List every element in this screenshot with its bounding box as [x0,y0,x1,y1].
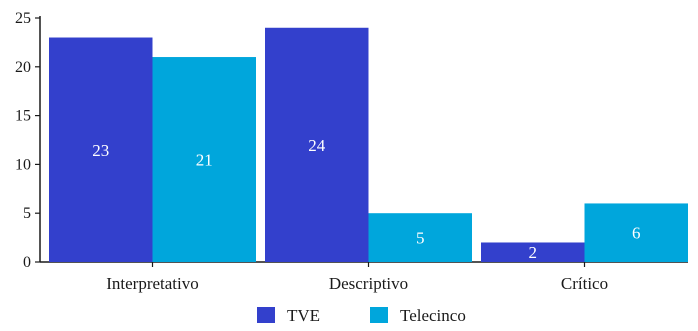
y-tick-label: 15 [15,108,31,125]
legend-label-tve: TVE [287,306,320,325]
bar-tve-0 [49,37,153,262]
data-label: 21 [196,151,213,170]
x-category-label: Interpretativo [106,274,199,293]
bar-tve-1 [265,27,369,263]
bar-telecinco-0 [152,57,256,262]
y-tick-label: 20 [15,59,31,76]
legend-label-telecinco: Telecinco [400,306,466,325]
data-label: 6 [632,224,641,243]
x-category-label: Descriptivo [329,274,408,293]
data-label: 23 [92,141,109,160]
y-tick-label: 25 [15,10,31,27]
bar-tve-2 [481,242,585,262]
bar-telecinco-1 [368,213,472,262]
data-labels: 23 21 24 5 2 6 [92,136,640,262]
legend-swatch-tve [257,307,275,323]
legend-swatch-telecinco [370,307,388,323]
data-label: 24 [308,136,326,155]
bars [49,27,688,263]
bar-telecinco-2 [584,203,688,262]
data-label: 2 [529,243,538,262]
y-tick-label: 0 [23,254,31,271]
data-label: 5 [416,229,425,248]
x-category-label: Crítico [561,274,608,293]
y-tick-label: 5 [23,205,31,222]
y-tick-label: 10 [15,156,31,173]
legend: TVE Telecinco [257,306,466,325]
